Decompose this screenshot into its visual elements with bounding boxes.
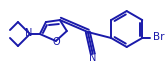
Text: Br: Br <box>153 32 165 42</box>
Text: N: N <box>25 28 33 38</box>
Text: N: N <box>89 53 96 63</box>
Text: O: O <box>52 37 60 47</box>
